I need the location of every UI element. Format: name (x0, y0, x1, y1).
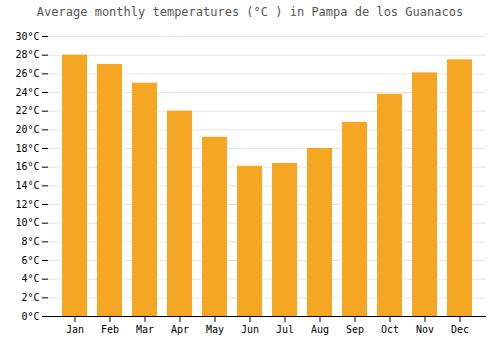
svg-text:Dec: Dec (451, 324, 469, 335)
svg-text:10°C: 10°C (15, 217, 39, 228)
svg-text:Feb: Feb (101, 324, 119, 335)
svg-text:4°C: 4°C (21, 273, 39, 284)
svg-text:Aug: Aug (311, 324, 329, 335)
svg-text:8°C: 8°C (21, 236, 39, 247)
svg-text:2°C: 2°C (21, 292, 39, 303)
svg-text:22°C: 22°C (15, 105, 39, 116)
svg-text:Mar: Mar (136, 324, 154, 335)
svg-text:18°C: 18°C (15, 143, 39, 154)
svg-text:16°C: 16°C (15, 161, 39, 172)
svg-text:28°C: 28°C (15, 49, 39, 60)
svg-text:Jun: Jun (241, 324, 259, 335)
svg-text:Oct: Oct (381, 324, 399, 335)
svg-text:Sep: Sep (346, 324, 364, 335)
svg-text:Jan: Jan (66, 324, 84, 335)
svg-text:May: May (206, 324, 224, 335)
svg-text:14°C: 14°C (15, 180, 39, 191)
svg-text:0°C: 0°C (21, 311, 39, 322)
svg-text:Jul: Jul (276, 324, 294, 335)
svg-text:30°C: 30°C (15, 31, 39, 42)
svg-text:20°C: 20°C (15, 124, 39, 135)
svg-text:12°C: 12°C (15, 199, 39, 210)
svg-text:24°C: 24°C (15, 87, 39, 98)
svg-text:Nov: Nov (416, 324, 434, 335)
svg-text:26°C: 26°C (15, 68, 39, 79)
svg-text:Apr: Apr (171, 324, 189, 335)
html-text:Average monthly temperatures (: Average monthly temperatures (°C ) in Pa… (36, 5, 464, 19)
svg-text:6°C: 6°C (21, 255, 39, 266)
